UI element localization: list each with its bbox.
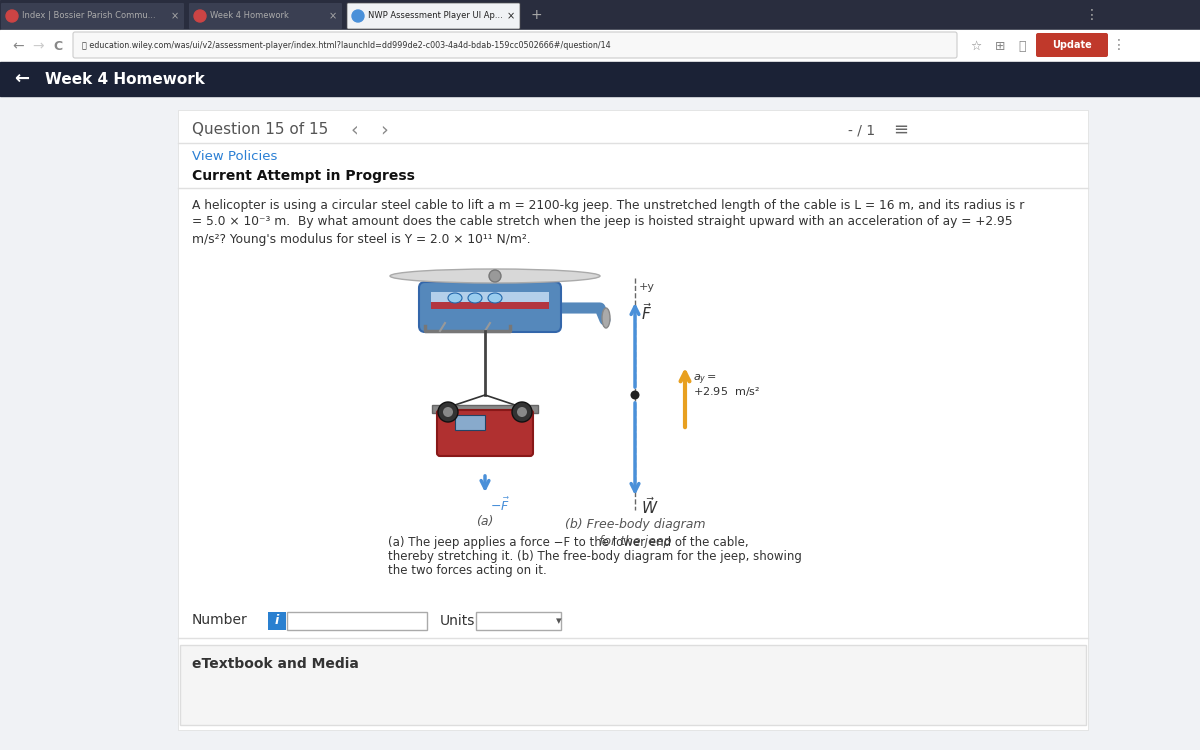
Text: Current Attempt in Progress: Current Attempt in Progress: [192, 169, 415, 183]
Text: $a_y =$: $a_y =$: [694, 373, 718, 388]
Bar: [0, 62, 1200, 96]
Text: Update: Update: [1052, 40, 1092, 50]
FancyBboxPatch shape: [437, 410, 533, 456]
Text: $+2.95$  m/s²: $+2.95$ m/s²: [694, 385, 761, 398]
Bar: [0, 30, 1200, 62]
Text: ×: ×: [329, 11, 337, 21]
Text: thereby stretching it. (b) The free-body diagram for the jeep, showing: thereby stretching it. (b) The free-body…: [388, 550, 802, 563]
Ellipse shape: [488, 293, 502, 303]
FancyBboxPatch shape: [73, 32, 958, 58]
Text: Week 4 Homework: Week 4 Homework: [46, 71, 205, 86]
Bar: [431, 292, 550, 302]
Text: +y: +y: [640, 282, 655, 292]
Bar: [431, 302, 550, 309]
Bar: [0, 0, 1200, 30]
Bar: [268, 612, 286, 630]
FancyBboxPatch shape: [419, 282, 562, 332]
Text: ⊞: ⊞: [995, 40, 1006, 53]
Text: A helicopter is using a circular steel cable to lift a m = 2100-kg jeep. The uns: A helicopter is using a circular steel c…: [192, 199, 1025, 211]
Text: View Policies: View Policies: [192, 151, 277, 164]
Text: $-\vec{F}$: $-\vec{F}$: [490, 497, 510, 514]
FancyBboxPatch shape: [1036, 33, 1108, 57]
Text: Units: Units: [440, 614, 475, 628]
Circle shape: [6, 10, 18, 22]
Text: C: C: [54, 40, 62, 53]
Text: +: +: [530, 8, 541, 22]
Text: ×: ×: [170, 11, 179, 21]
Circle shape: [352, 10, 364, 22]
Text: ≡: ≡: [893, 121, 908, 139]
Circle shape: [438, 402, 458, 422]
Text: ⋮: ⋮: [1085, 8, 1099, 22]
Text: ▾: ▾: [556, 616, 562, 626]
Text: Week 4 Homework: Week 4 Homework: [210, 11, 289, 20]
Text: $\vec{F}$: $\vec{F}$: [641, 302, 652, 323]
Circle shape: [512, 402, 532, 422]
Text: i: i: [275, 614, 280, 628]
Bar: [287, 612, 427, 630]
Bar: [432, 405, 538, 413]
Ellipse shape: [468, 293, 482, 303]
Circle shape: [443, 407, 454, 417]
Bar: [0, 96, 1200, 750]
Text: ←: ←: [12, 39, 24, 53]
Text: Index | Bossier Parish Commu...: Index | Bossier Parish Commu...: [22, 11, 156, 20]
Ellipse shape: [390, 269, 600, 283]
Circle shape: [630, 391, 640, 400]
FancyBboxPatch shape: [190, 3, 342, 29]
Text: m/s²? Young's modulus for steel is Y = 2.0 × 10¹¹ N/m².: m/s²? Young's modulus for steel is Y = 2…: [192, 232, 530, 245]
Text: eTextbook and Media: eTextbook and Media: [192, 657, 359, 671]
Text: (a): (a): [476, 515, 493, 528]
Text: (a) The jeep applies a force −F to the lower end of the cable,: (a) The jeep applies a force −F to the l…: [388, 536, 749, 549]
Bar: [180, 645, 1086, 725]
Text: Question 15 of 15: Question 15 of 15: [192, 122, 329, 137]
Text: ›: ›: [380, 121, 388, 140]
Circle shape: [490, 270, 502, 282]
Bar: [178, 110, 1088, 730]
Text: (b) Free-body diagram
for the jeep: (b) Free-body diagram for the jeep: [565, 518, 706, 548]
FancyBboxPatch shape: [1, 3, 184, 29]
Text: Number: Number: [192, 613, 247, 627]
Circle shape: [194, 10, 206, 22]
Text: = 5.0 × 10⁻³ m.  By what amount does the cable stretch when the jeep is hoisted : = 5.0 × 10⁻³ m. By what amount does the …: [192, 215, 1013, 229]
Text: ‹: ‹: [350, 121, 358, 140]
Circle shape: [517, 407, 527, 417]
Text: the two forces acting on it.: the two forces acting on it.: [388, 564, 547, 577]
Text: $\vec{W}$: $\vec{W}$: [641, 496, 659, 517]
Text: ☆: ☆: [970, 40, 982, 53]
Text: ×: ×: [506, 11, 515, 21]
Text: ←: ←: [14, 70, 30, 88]
FancyBboxPatch shape: [347, 3, 520, 29]
Text: 👤: 👤: [1018, 40, 1026, 53]
Text: NWP Assessment Player UI Ap...: NWP Assessment Player UI Ap...: [368, 11, 503, 20]
Text: - / 1: - / 1: [848, 123, 875, 137]
Ellipse shape: [448, 293, 462, 303]
Text: →: →: [32, 39, 44, 53]
Bar: [476, 612, 562, 630]
Text: ⋮: ⋮: [1112, 38, 1126, 52]
Bar: [455, 415, 485, 430]
Ellipse shape: [602, 308, 610, 328]
Text: 🔒 education.wiley.com/was/ui/v2/assessment-player/index.html?launchId=dd999de2-c: 🔒 education.wiley.com/was/ui/v2/assessme…: [82, 40, 611, 50]
